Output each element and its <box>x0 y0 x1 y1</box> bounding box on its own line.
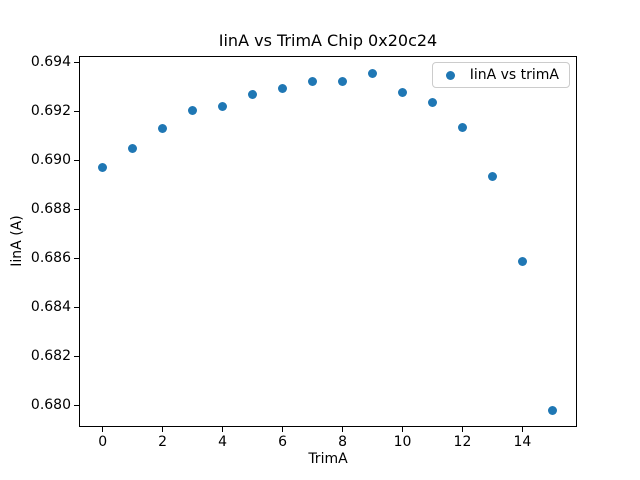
y-tick-mark <box>74 160 79 162</box>
scatter-point <box>98 163 108 173</box>
y-tick-mark <box>74 62 79 64</box>
y-tick-mark <box>74 356 79 358</box>
y-tick-mark <box>74 258 79 260</box>
scatter-point <box>457 123 467 133</box>
scatter-point <box>398 87 407 97</box>
legend-marker-dot <box>445 70 455 80</box>
x-tick-mark <box>162 427 164 432</box>
x-tick-mark <box>342 427 344 432</box>
x-tick-mark <box>222 427 224 432</box>
x-tick-label: 4 <box>218 434 228 450</box>
scatter-point <box>218 101 228 111</box>
x-tick-label: 2 <box>158 434 168 450</box>
x-axis-label: TrimA <box>308 451 348 467</box>
x-tick-label: 14 <box>513 434 532 450</box>
scatter-point <box>188 105 198 115</box>
x-tick-mark <box>402 427 403 432</box>
scatter-point <box>427 98 437 108</box>
y-axis-label: IinA (A) <box>9 215 25 267</box>
scatter-point <box>517 257 527 267</box>
y-tick-label: 0.682 <box>30 347 71 364</box>
x-tick-mark <box>521 427 523 432</box>
scatter-point <box>308 77 318 87</box>
x-tick-label: 12 <box>453 434 472 450</box>
x-tick-label: 0 <box>98 434 108 450</box>
scatter-point <box>368 68 378 78</box>
x-tick-mark <box>461 427 463 432</box>
y-tick-mark <box>74 209 79 211</box>
scatter-point <box>338 76 348 86</box>
scatter-point <box>547 405 557 415</box>
y-tick-label: 0.692 <box>30 102 71 119</box>
plot-area: IinA vs trimA <box>79 56 577 427</box>
x-tick-label: 6 <box>278 434 288 450</box>
y-tick-label: 0.684 <box>30 298 71 315</box>
x-tick-label: 10 <box>393 434 412 450</box>
legend: IinA vs trimA <box>431 62 570 88</box>
y-tick-mark <box>74 405 79 407</box>
scatter-point <box>128 144 138 154</box>
x-tick-mark <box>102 427 104 432</box>
y-tick-label: 0.686 <box>30 249 71 266</box>
y-tick-label: 0.688 <box>30 200 71 217</box>
scatter-point <box>487 171 497 181</box>
legend-label: IinA vs trimA <box>469 67 559 83</box>
chart-title: IinA vs TrimA Chip 0x20c24 <box>218 31 438 50</box>
scatter-point <box>278 84 288 94</box>
x-tick-mark <box>282 427 284 432</box>
scatter-point <box>158 124 168 134</box>
y-tick-label: 0.680 <box>30 396 71 413</box>
scatter-point <box>248 89 258 99</box>
y-tick-label: 0.690 <box>30 151 71 168</box>
x-tick-label: 8 <box>338 434 347 450</box>
y-tick-mark <box>74 111 79 113</box>
y-tick-mark <box>74 307 79 309</box>
y-tick-label: 0.694 <box>30 53 71 70</box>
